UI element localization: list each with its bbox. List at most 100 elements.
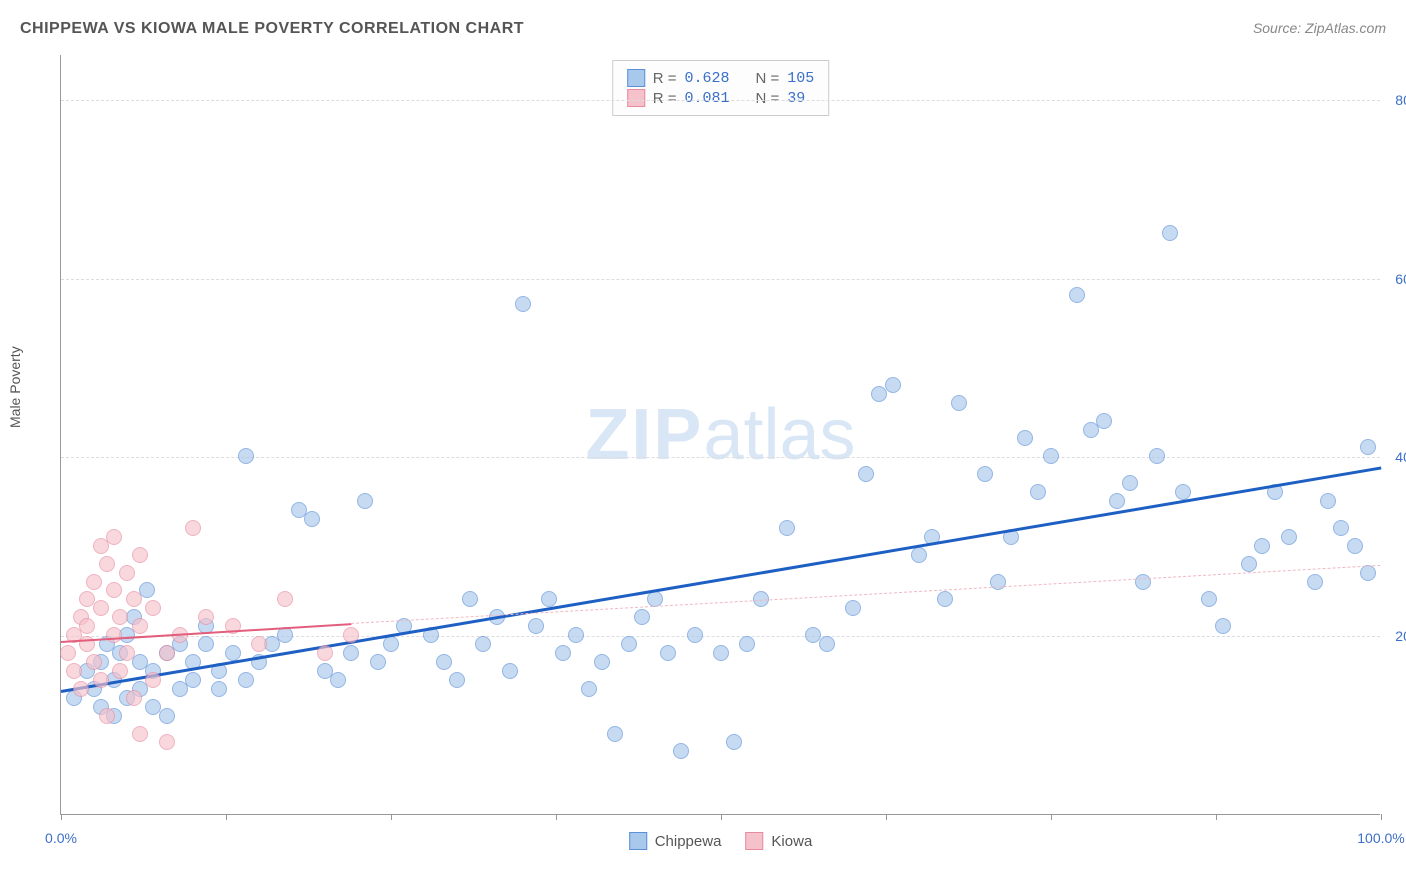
watermark: ZIPatlas (585, 394, 855, 476)
scatter-point (1109, 493, 1125, 509)
scatter-point (304, 511, 320, 527)
scatter-point (475, 636, 491, 652)
scatter-point (449, 672, 465, 688)
scatter-point (198, 609, 214, 625)
scatter-point (1030, 484, 1046, 500)
scatter-point (1017, 430, 1033, 446)
scatter-point (211, 681, 227, 697)
x-tick (391, 814, 392, 820)
scatter-point (343, 627, 359, 643)
y-tick-label: 40.0% (1395, 449, 1406, 465)
legend-r-label: R = (653, 90, 677, 107)
series-legend-label: Kiowa (771, 833, 812, 850)
scatter-point (660, 645, 676, 661)
legend-n-value: 39 (787, 90, 805, 107)
scatter-point (634, 609, 650, 625)
y-axis-label: Male Poverty (7, 346, 23, 428)
scatter-point (73, 681, 89, 697)
scatter-point (779, 520, 795, 536)
scatter-point (937, 591, 953, 607)
plot-area: ZIPatlas R =0.628N =105R =0.081N = 39 Ch… (60, 55, 1380, 815)
scatter-point (60, 645, 76, 661)
chart-title: CHIPPEWA VS KIOWA MALE POVERTY CORRELATI… (20, 20, 524, 38)
scatter-point (357, 493, 373, 509)
series-legend-label: Chippewa (655, 833, 722, 850)
series-legend-item: Kiowa (745, 832, 812, 850)
legend-swatch (627, 69, 645, 87)
scatter-point (1215, 618, 1231, 634)
legend-r-value: 0.628 (684, 70, 729, 87)
x-tick-label: 0.0% (45, 830, 77, 846)
scatter-point (594, 654, 610, 670)
scatter-point (145, 600, 161, 616)
x-tick (721, 814, 722, 820)
gridline (61, 457, 1380, 458)
scatter-point (185, 672, 201, 688)
scatter-point (977, 466, 993, 482)
trend-line (351, 565, 1381, 624)
scatter-point (132, 547, 148, 563)
scatter-point (277, 591, 293, 607)
legend-swatch (745, 832, 763, 850)
series-legend-item: Chippewa (629, 832, 722, 850)
scatter-point (1135, 574, 1151, 590)
y-tick-label: 80.0% (1395, 92, 1406, 108)
scatter-point (621, 636, 637, 652)
scatter-point (1069, 287, 1085, 303)
scatter-point (462, 591, 478, 607)
series-legend: Chippewa Kiowa (629, 832, 813, 850)
scatter-point (93, 672, 109, 688)
scatter-point (673, 743, 689, 759)
scatter-point (106, 627, 122, 643)
legend-row: R = 0.628 N = 105 (627, 69, 815, 87)
scatter-point (225, 645, 241, 661)
scatter-point (1096, 413, 1112, 429)
chart-container: CHIPPEWA VS KIOWA MALE POVERTY CORRELATI… (0, 0, 1406, 892)
scatter-point (277, 627, 293, 643)
legend-n-label: N = (756, 90, 780, 107)
legend-swatch (629, 832, 647, 850)
y-tick-label: 20.0% (1395, 628, 1406, 644)
scatter-point (1162, 225, 1178, 241)
scatter-point (1043, 448, 1059, 464)
scatter-point (198, 636, 214, 652)
legend-n-label: N = (756, 70, 780, 87)
legend-n-value: 105 (787, 70, 814, 87)
scatter-point (555, 645, 571, 661)
scatter-point (726, 734, 742, 750)
scatter-point (343, 645, 359, 661)
scatter-point (951, 395, 967, 411)
scatter-point (515, 296, 531, 312)
scatter-point (1360, 439, 1376, 455)
scatter-point (159, 708, 175, 724)
scatter-point (885, 377, 901, 393)
scatter-point (112, 609, 128, 625)
scatter-point (119, 565, 135, 581)
scatter-point (106, 582, 122, 598)
scatter-point (739, 636, 755, 652)
scatter-point (99, 708, 115, 724)
scatter-point (1333, 520, 1349, 536)
scatter-point (238, 672, 254, 688)
x-tick (1216, 814, 1217, 820)
scatter-point (687, 627, 703, 643)
scatter-point (541, 591, 557, 607)
scatter-point (317, 645, 333, 661)
gridline (61, 279, 1380, 280)
scatter-point (858, 466, 874, 482)
x-tick (61, 814, 62, 820)
x-tick (886, 814, 887, 820)
scatter-point (1149, 448, 1165, 464)
scatter-point (112, 663, 128, 679)
legend-r-label: R = (653, 70, 677, 87)
legend-r-value: 0.081 (684, 90, 729, 107)
scatter-point (370, 654, 386, 670)
scatter-point (159, 734, 175, 750)
scatter-point (251, 636, 267, 652)
scatter-point (568, 627, 584, 643)
scatter-point (1201, 591, 1217, 607)
scatter-point (502, 663, 518, 679)
scatter-point (436, 654, 452, 670)
gridline (61, 100, 1380, 101)
scatter-point (145, 672, 161, 688)
